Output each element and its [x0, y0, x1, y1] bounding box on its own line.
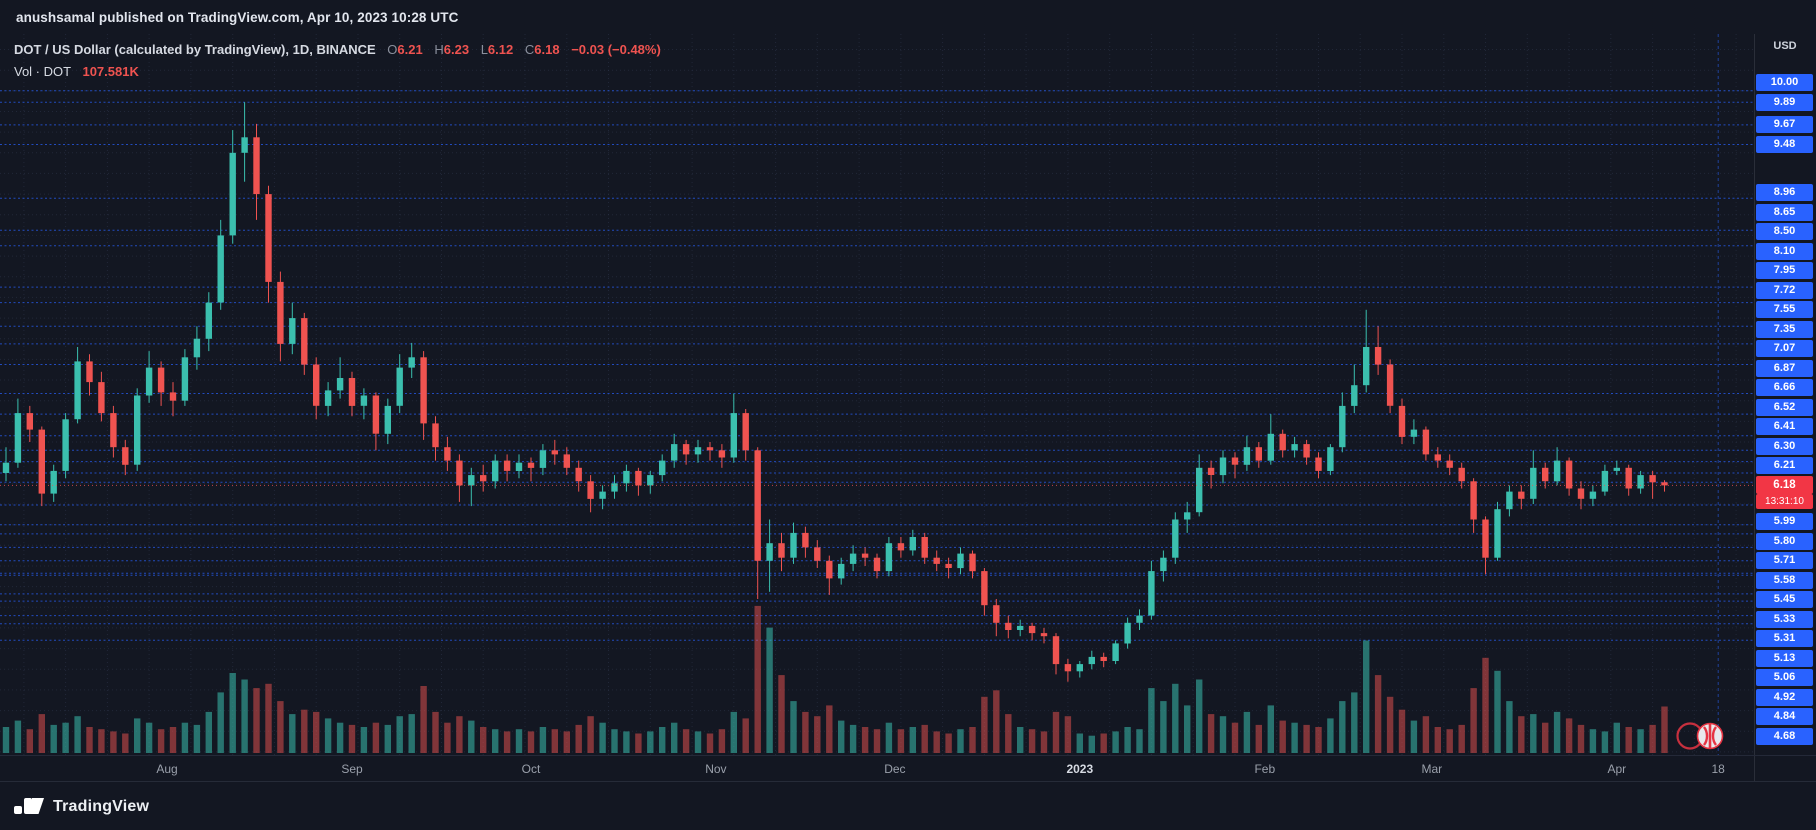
price-level-label: 7.95	[1756, 262, 1813, 280]
price-level-label: 4.68	[1756, 727, 1813, 745]
ohlc-open: O6.21	[387, 42, 422, 57]
current-price-label: 6.18	[1756, 476, 1813, 495]
price-level-label: 6.30	[1756, 437, 1813, 455]
price-level-label: 5.31	[1756, 630, 1813, 648]
price-level-label: 4.92	[1756, 688, 1813, 706]
price-level-label: 6.41	[1756, 418, 1813, 436]
price-level-label: 8.65	[1756, 203, 1813, 221]
price-level-label: 5.71	[1756, 552, 1813, 570]
price-level-label: 7.07	[1756, 340, 1813, 358]
ohlc-close: C6.18	[525, 42, 560, 57]
price-level-label: 5.58	[1756, 571, 1813, 589]
price-level-label: 5.33	[1756, 610, 1813, 628]
price-change: −0.03 (−0.48%)	[571, 42, 661, 57]
chart-area[interactable]: DOT / US Dollar (calculated by TradingVi…	[0, 34, 1816, 781]
price-level-label: 6.52	[1756, 398, 1813, 416]
price-level-label: 6.21	[1756, 457, 1813, 475]
price-level-label: 8.10	[1756, 242, 1813, 260]
attribution-bar: anushsamal published on TradingView.com,…	[0, 0, 1816, 34]
price-level-label: 5.99	[1756, 513, 1813, 531]
price-level-label: 7.55	[1756, 301, 1813, 319]
ohlc-close-value: 6.18	[534, 42, 560, 57]
tradingview-brand[interactable]: TradingView	[53, 797, 150, 815]
attribution-text: anushsamal published on TradingView.com,…	[16, 9, 459, 25]
price-axis[interactable]: USD 6.21 6.30 6.41 6.52 6.66 6.87 7.07 7.35 7.55…	[1754, 34, 1816, 755]
time-axis-label: 2023	[1066, 762, 1094, 776]
price-level-label: 10.00	[1756, 74, 1813, 92]
price-level-label: 5.80	[1756, 532, 1813, 550]
time-axis-label: Feb	[1254, 762, 1276, 776]
price-level-label: 4.84	[1756, 708, 1813, 726]
volume-label[interactable]: Vol · DOT	[14, 64, 71, 79]
time-axis-label: Mar	[1421, 762, 1443, 776]
time-axis-label: Aug	[156, 762, 178, 776]
price-axis-border	[1754, 34, 1755, 781]
ohlc-high-key: H	[434, 42, 444, 57]
price-level-label: 6.66	[1756, 379, 1813, 397]
ohlc-open-value: 6.21	[397, 42, 423, 57]
time-axis-label: Dec	[884, 762, 906, 776]
price-level-label: 8.50	[1756, 223, 1813, 241]
ohlc-high: H6.23	[434, 42, 469, 57]
price-level-label: 9.67	[1756, 116, 1813, 134]
footer: TradingView	[0, 781, 1816, 830]
price-level-label: 5.45	[1756, 591, 1813, 609]
candlestick-chart[interactable]	[0, 34, 1754, 755]
ohlc-low-value: 6.12	[487, 42, 514, 57]
price-level-label: 9.89	[1756, 93, 1813, 111]
countdown-label: 13:31:10	[1756, 494, 1813, 510]
volume-legend-row: Vol · DOT 107.581K	[14, 64, 661, 79]
ohlc-low-key: L	[480, 42, 488, 57]
time-axis-label: Oct	[521, 762, 541, 776]
symbol-legend-row: DOT / US Dollar (calculated by TradingVi…	[14, 42, 661, 57]
price-level-label: 9.48	[1756, 136, 1813, 154]
ohlc-close-key: C	[524, 42, 535, 57]
price-level-label: 5.06	[1756, 669, 1813, 687]
price-level-label: 8.96	[1756, 184, 1813, 202]
time-axis-label: 18	[1711, 762, 1725, 776]
price-level-label: 7.35	[1756, 320, 1813, 338]
time-axis-label: Sep	[341, 762, 363, 776]
chart-legend: DOT / US Dollar (calculated by TradingVi…	[14, 42, 661, 79]
time-axis-label: Apr	[1607, 762, 1627, 776]
price-level-label: 5.13	[1756, 649, 1813, 667]
volume-value: 107.581K	[82, 64, 139, 79]
time-axis-label: Nov	[705, 762, 727, 776]
ohlc-open-key: O	[387, 42, 398, 57]
tradingview-logo-icon[interactable]	[14, 795, 44, 819]
price-level-label: 7.72	[1756, 281, 1813, 299]
watermark-logo	[1668, 720, 1732, 757]
symbol-title[interactable]: DOT / US Dollar (calculated by TradingVi…	[14, 42, 376, 57]
ohlc-high-value: 6.23	[443, 42, 470, 57]
ohlc-low: L6.12	[481, 42, 514, 57]
time-axis[interactable]: Aug Sep Oct Nov Dec 2023 Feb Mar Apr 18	[0, 755, 1816, 782]
currency-label: USD	[1773, 40, 1797, 52]
price-level-label: 6.87	[1756, 359, 1813, 377]
